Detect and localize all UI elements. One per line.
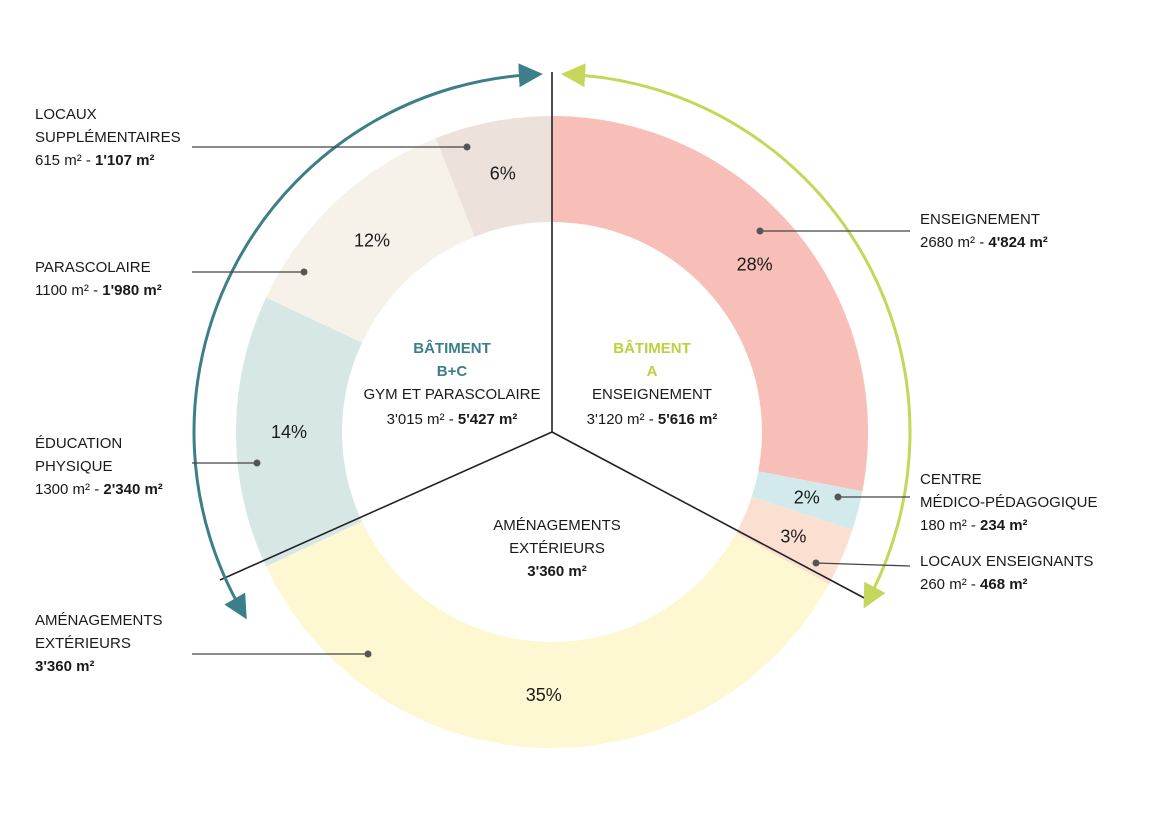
callout-area-locaux-supp: 615 m² - 1'107 m² [35, 152, 154, 169]
leader-dot-locaux-supp [463, 143, 471, 151]
pct-label-parascolaire: 12% [354, 230, 390, 250]
pct-label-medico: 2% [794, 487, 820, 507]
center-line-exterieurs: EXTÉRIEURS [509, 540, 605, 557]
center-area-a: 3'120 m² - 5'616 m² [587, 411, 718, 428]
callout-title-locaux-supp: LOCAUX [35, 106, 97, 123]
leader-locaux-enseignants [815, 562, 911, 567]
center-title-bc: B+C [437, 363, 468, 380]
percentage-labels: 28% 2% 3% 35% 14% 12% 6% [271, 164, 820, 705]
segment-enseignement [552, 116, 869, 492]
callout-area-enseignement: 2680 m² - 4'824 m² [920, 234, 1048, 251]
callout-title-medico: CENTRE [920, 471, 982, 488]
leader-dot-parascolaire [300, 268, 308, 276]
center-area-bc: 3'015 m² - 5'427 m² [387, 411, 518, 428]
center-line-exterieurs: AMÉNAGEMENTS [493, 517, 621, 534]
pct-label-locaux-enseignants: 3% [780, 526, 806, 546]
leader-dot-locaux-enseignants [812, 559, 820, 567]
center-title-a: A [647, 363, 658, 380]
center-subtitle-bc: GYM ET PARASCOLAIRE [364, 386, 541, 403]
callout-title-locaux-enseignants: LOCAUX ENSEIGNANTS [920, 553, 1093, 570]
callout-title-education-physique: ÉDUCATION [35, 435, 122, 452]
callout-area-amenagements: 3'360 m² [35, 658, 94, 675]
callout-title-enseignement: ENSEIGNEMENT [920, 211, 1040, 228]
pct-label-enseignement: 28% [737, 254, 773, 274]
callout-title-amenagements: EXTÉRIEURS [35, 635, 131, 652]
callout-title-parascolaire: PARASCOLAIRE [35, 259, 151, 276]
callout-labels: LOCAUX SUPPLÉMENTAIRES 615 m² - 1'107 m² PA… [35, 106, 1098, 675]
pct-label-education-physique: 14% [271, 422, 307, 442]
pct-label-amenagements: 35% [526, 685, 562, 705]
pct-label-locaux-supp: 6% [490, 164, 516, 184]
callout-title-locaux-supp: SUPPLÉMENTAIRES [35, 129, 181, 146]
callout-title-amenagements: AMÉNAGEMENTS [35, 612, 163, 629]
leader-dot-enseignement [756, 227, 764, 235]
leader-dot-medico [834, 493, 842, 501]
callout-area-education-physique: 1300 m² - 2'340 m² [35, 481, 163, 498]
leader-dot-education-physique [253, 459, 261, 467]
center-subtitle-a: ENSEIGNEMENT [592, 386, 712, 403]
callout-area-parascolaire: 1100 m² - 1'980 m² [35, 282, 162, 299]
callout-title-medico: MÉDICO-PÉDAGOGIQUE [920, 494, 1098, 511]
callout-title-education-physique: PHYSIQUE [35, 458, 113, 475]
callout-area-locaux-enseignants: 260 m² - 468 m² [920, 576, 1028, 593]
building-bc-arrow [192, 63, 543, 620]
center-area-exterieurs: 3'360 m² [527, 563, 586, 580]
center-title-bc: BÂTIMENT [413, 339, 491, 357]
center-title-a: BÂTIMENT [613, 339, 691, 357]
center-labels: BÂTIMENT B+C GYM ET PARASCOLAIRE 3'015 m² -… [364, 339, 718, 580]
segment-amenagements [266, 521, 829, 749]
callout-area-medico: 180 m² - 234 m² [920, 517, 1028, 534]
leader-dot-amenagements [364, 650, 372, 658]
callout-leaders [192, 143, 911, 658]
